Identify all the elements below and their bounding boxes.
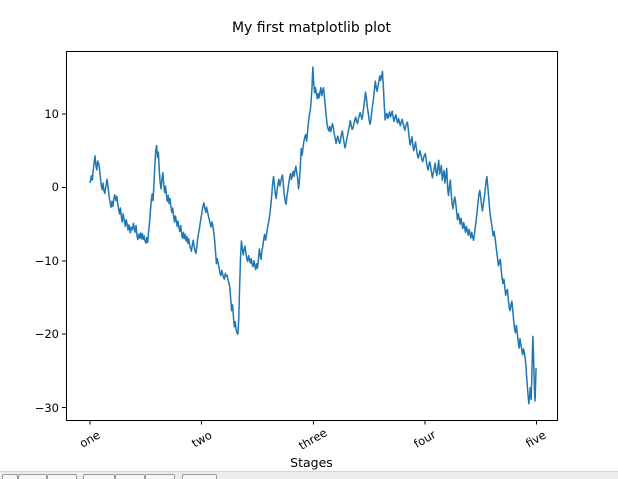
toolbar-subplots-button[interactable] (145, 474, 175, 479)
toolbar-zoom-rect-button[interactable] (115, 474, 145, 479)
x-axis-label: Stages (290, 455, 333, 470)
plot-toolbar (0, 471, 618, 479)
axes-spines (66, 51, 558, 421)
random-walk-line (89, 66, 537, 405)
toolbar-back-arrow-button[interactable] (18, 474, 47, 479)
toolbar-pan-button[interactable] (83, 474, 115, 479)
y-tick-label-10: 10 (44, 107, 59, 122)
y-tick-label--30: −30 (34, 400, 59, 415)
y-tick-label--10: −10 (34, 253, 59, 268)
toolbar-forward-arrow-button[interactable] (47, 474, 77, 479)
toolbar-home-button[interactable] (2, 474, 18, 479)
y-tick-label--20: −20 (34, 327, 59, 342)
chart-title: My first matplotlib plot (231, 20, 392, 36)
toolbar-save-button[interactable] (182, 474, 217, 479)
y-tick-label-0: 0 (51, 180, 59, 195)
